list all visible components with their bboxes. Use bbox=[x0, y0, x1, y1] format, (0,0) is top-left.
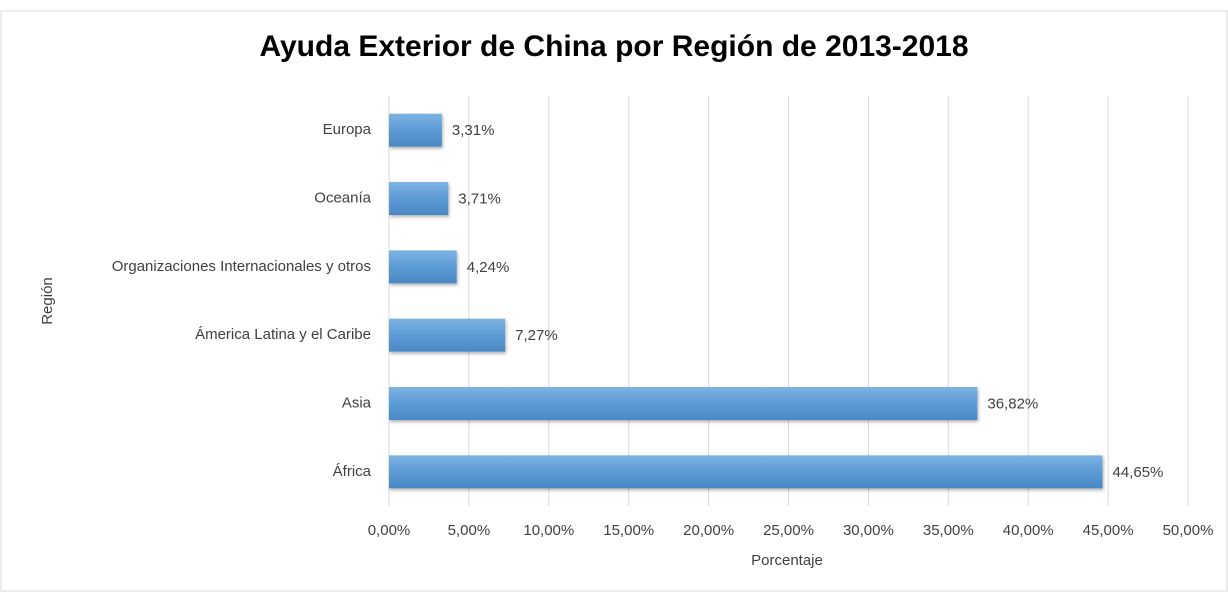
y-tick-label: África bbox=[333, 463, 372, 480]
chart-border bbox=[0, 10, 1228, 592]
x-tick-label: 5,00% bbox=[448, 522, 491, 539]
x-tick-label: 0,00% bbox=[368, 522, 411, 539]
chart-title: Ayuda Exterior de China por Región de 20… bbox=[259, 30, 968, 63]
bar bbox=[389, 318, 506, 352]
y-tick-label: Ámerica Latina y el Caribe bbox=[195, 326, 371, 343]
data-label: 7,27% bbox=[515, 327, 558, 344]
bar bbox=[389, 113, 442, 147]
data-label: 3,31% bbox=[452, 122, 495, 139]
x-tick-label: 35,00% bbox=[923, 522, 974, 539]
x-tick-label: 40,00% bbox=[1003, 522, 1054, 539]
x-tick-label: 45,00% bbox=[1083, 522, 1134, 539]
y-tick-label: Europa bbox=[323, 121, 372, 138]
data-label: 44,65% bbox=[1113, 464, 1164, 481]
x-tick-label: 15,00% bbox=[603, 522, 654, 539]
bar bbox=[389, 182, 449, 215]
y-tick-label: Oceanía bbox=[314, 189, 371, 206]
data-label: 3,71% bbox=[458, 190, 501, 207]
bar bbox=[389, 250, 457, 284]
y-tick-label: Asia bbox=[342, 394, 372, 411]
bar bbox=[389, 455, 1103, 489]
y-tick-label: Organizaciones Internacionales y otros bbox=[112, 258, 371, 275]
x-tick-label: 25,00% bbox=[763, 522, 814, 539]
x-axis-label: Porcentaje bbox=[751, 552, 823, 569]
x-tick-label: 10,00% bbox=[523, 522, 574, 539]
data-label: 36,82% bbox=[987, 395, 1038, 412]
bar bbox=[389, 387, 978, 420]
x-tick-label: 20,00% bbox=[683, 522, 734, 539]
x-tick-label: 50,00% bbox=[1163, 522, 1214, 539]
y-axis-label: Región bbox=[39, 277, 56, 325]
x-tick-label: 30,00% bbox=[843, 522, 894, 539]
data-label: 4,24% bbox=[467, 259, 510, 276]
